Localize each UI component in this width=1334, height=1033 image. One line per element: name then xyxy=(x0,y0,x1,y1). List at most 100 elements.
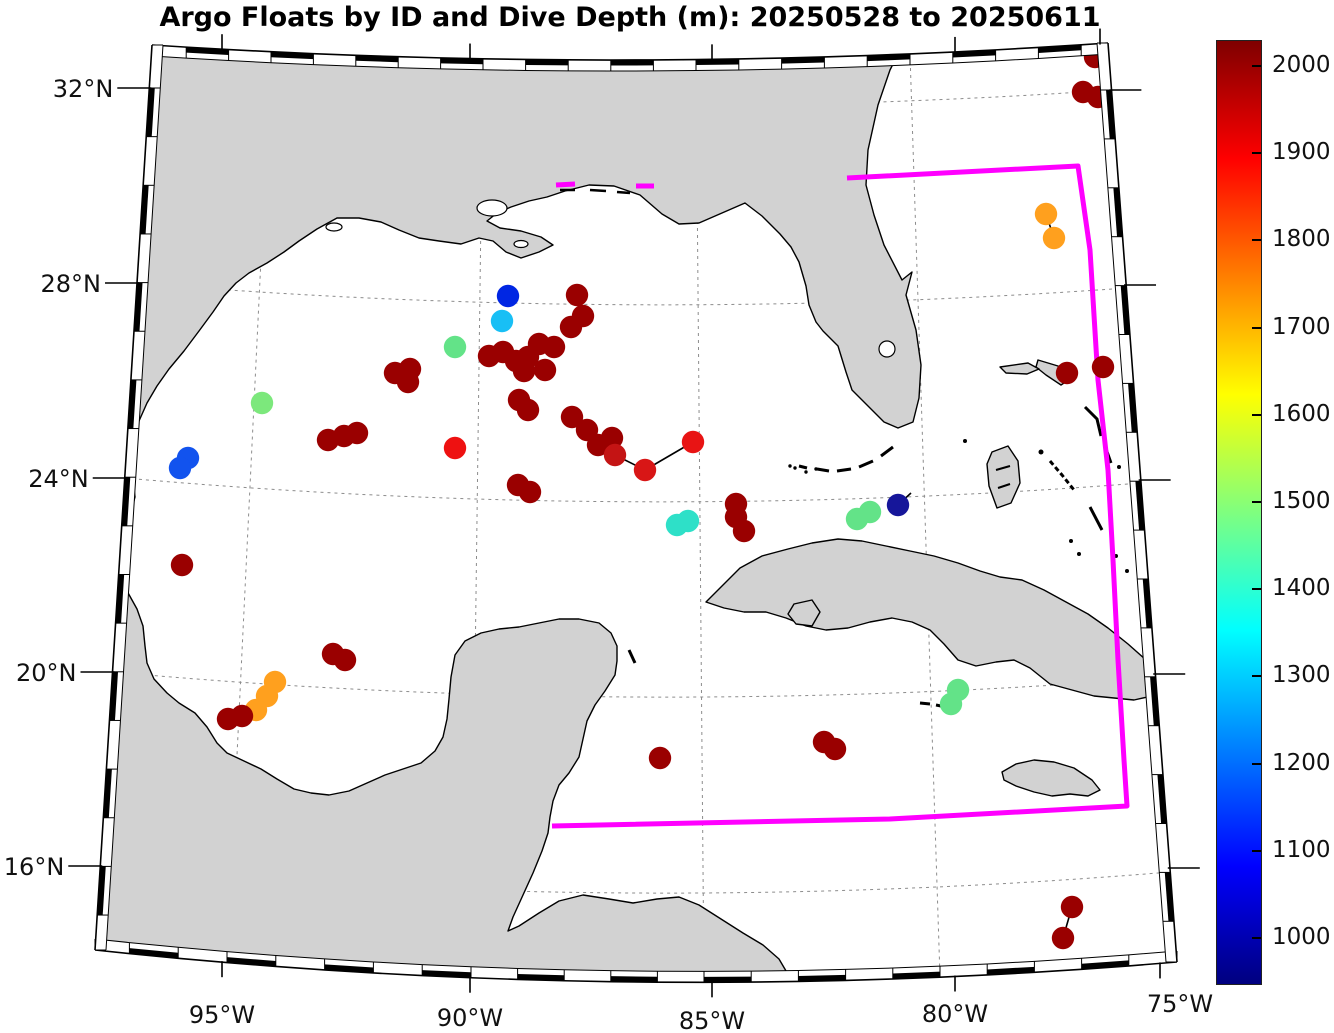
frame-band-cell xyxy=(1111,236,1127,286)
colorbar-tick-mark xyxy=(1252,414,1261,416)
float-marker xyxy=(512,359,536,383)
float-marker xyxy=(676,509,700,533)
frame-band-cell-dark xyxy=(440,57,483,65)
frame-band-cell xyxy=(564,969,611,982)
lat-tick-label: 16°N xyxy=(4,853,65,881)
frame-band-cell xyxy=(1034,958,1082,973)
frame-band-cell xyxy=(1104,138,1119,188)
colorbar-tick-mark xyxy=(1252,588,1261,590)
frame-band-cell xyxy=(657,971,704,983)
colorbar-tick-mark xyxy=(1252,152,1261,154)
land-cuba xyxy=(705,538,1177,701)
colorbar xyxy=(1216,40,1262,985)
float-marker xyxy=(516,398,540,422)
frame-band-cell xyxy=(1162,921,1177,962)
float-marker xyxy=(1055,361,1079,385)
colorbar-tick-mark xyxy=(1252,675,1261,677)
colorbar-tick-label: 1900 xyxy=(1272,139,1331,165)
frame-band-cell-dark xyxy=(146,88,155,137)
frame-band-cell-dark xyxy=(610,976,658,983)
colorbar-tick-label: 1400 xyxy=(1272,575,1331,601)
plot-title: Argo Floats by ID and Dive Depth (m): 20… xyxy=(159,2,1101,33)
frame-band-cell-dark xyxy=(610,59,654,66)
frame-band-cell-dark xyxy=(121,477,131,526)
frame-band-cell xyxy=(143,136,158,186)
lake-okeechobee xyxy=(878,340,896,358)
float-marker xyxy=(443,436,467,460)
frame-band-cell-dark xyxy=(1120,285,1130,335)
galveston-bay xyxy=(325,222,343,232)
frame-band-cell-dark xyxy=(1135,481,1145,531)
frame-band-cell-dark xyxy=(129,948,179,959)
frame-inner-line xyxy=(1096,42,1167,963)
colorbar-tick-label: 1500 xyxy=(1272,488,1331,514)
frame-band-cell xyxy=(471,966,518,980)
float-marker xyxy=(603,443,627,467)
frame-band-cell-dark xyxy=(127,379,137,429)
float-marker xyxy=(216,707,240,731)
lat-tick-label: 20°N xyxy=(16,659,77,687)
float-marker xyxy=(443,335,467,359)
float-marker xyxy=(533,358,557,382)
float-marker xyxy=(648,746,672,770)
colorbar-tick-label: 1700 xyxy=(1272,314,1331,340)
float-marker xyxy=(333,648,357,672)
float-marker xyxy=(496,284,520,308)
frame-band-cell-dark xyxy=(97,866,106,916)
frame-band-cell-dark xyxy=(1113,187,1123,237)
frame-band-cell-dark xyxy=(781,56,825,64)
study-region-box xyxy=(551,163,1130,829)
float-marker xyxy=(939,692,963,716)
colorbar-tick-label: 1100 xyxy=(1272,837,1331,863)
frame-band-cell xyxy=(106,720,121,770)
frame-band-cell xyxy=(751,970,799,983)
frame-band-cell xyxy=(940,963,988,978)
frame-band-cell xyxy=(1140,627,1156,677)
frame-band-cell-dark xyxy=(1142,579,1152,628)
frame-outer-line xyxy=(94,949,1178,984)
float-marker xyxy=(732,519,756,543)
frame-band-cell-dark xyxy=(798,974,846,982)
colorbar-tick-label: 1800 xyxy=(1272,226,1331,252)
float-marker xyxy=(345,421,369,445)
land-isle-of-youth xyxy=(787,599,821,627)
float-marker xyxy=(168,456,192,480)
lat-tick-label: 28°N xyxy=(41,270,102,298)
colorbar-tick-label: 1000 xyxy=(1272,924,1331,950)
colorbar-tick-mark xyxy=(1252,65,1261,67)
colorbar-tick-mark xyxy=(1252,937,1261,939)
float-marker xyxy=(518,480,542,504)
frame-band-cell xyxy=(568,59,611,72)
float-marker xyxy=(1034,202,1058,226)
frame-band-cell xyxy=(845,967,893,981)
land-andros-island xyxy=(986,445,1021,509)
frame-band-cell-dark xyxy=(1150,676,1160,726)
frame-band-cell xyxy=(373,961,423,976)
frame-band-cell-dark xyxy=(696,58,739,66)
float-marker xyxy=(1091,355,1115,379)
frame-band-cell xyxy=(995,47,1039,61)
float-marker xyxy=(542,335,566,359)
frame-band-cell xyxy=(1148,725,1163,775)
frame-band-cell xyxy=(130,331,145,380)
float-markers xyxy=(168,45,1115,950)
lon-tick-label: 90°W xyxy=(437,1004,503,1032)
colorbar-tick-label: 2000 xyxy=(1272,52,1331,78)
frame-band-cell xyxy=(228,49,271,63)
region-box-outline xyxy=(551,163,1130,829)
frame-band-cell xyxy=(1155,823,1171,873)
map-frame xyxy=(94,42,1178,984)
frame-band-cell-dark xyxy=(525,59,569,66)
frame-outer-line xyxy=(151,42,1109,61)
colorbar-tick-mark xyxy=(1252,239,1261,241)
frame-band-cell xyxy=(1118,334,1134,384)
frame-band-cell xyxy=(149,45,163,88)
frame-band-cell xyxy=(910,52,953,65)
lakes xyxy=(325,199,896,358)
float-marker xyxy=(1051,926,1075,950)
colorbar-tick-label: 1300 xyxy=(1272,662,1331,688)
float-marker xyxy=(858,500,882,524)
lat-tick-label: 32°N xyxy=(53,75,114,103)
